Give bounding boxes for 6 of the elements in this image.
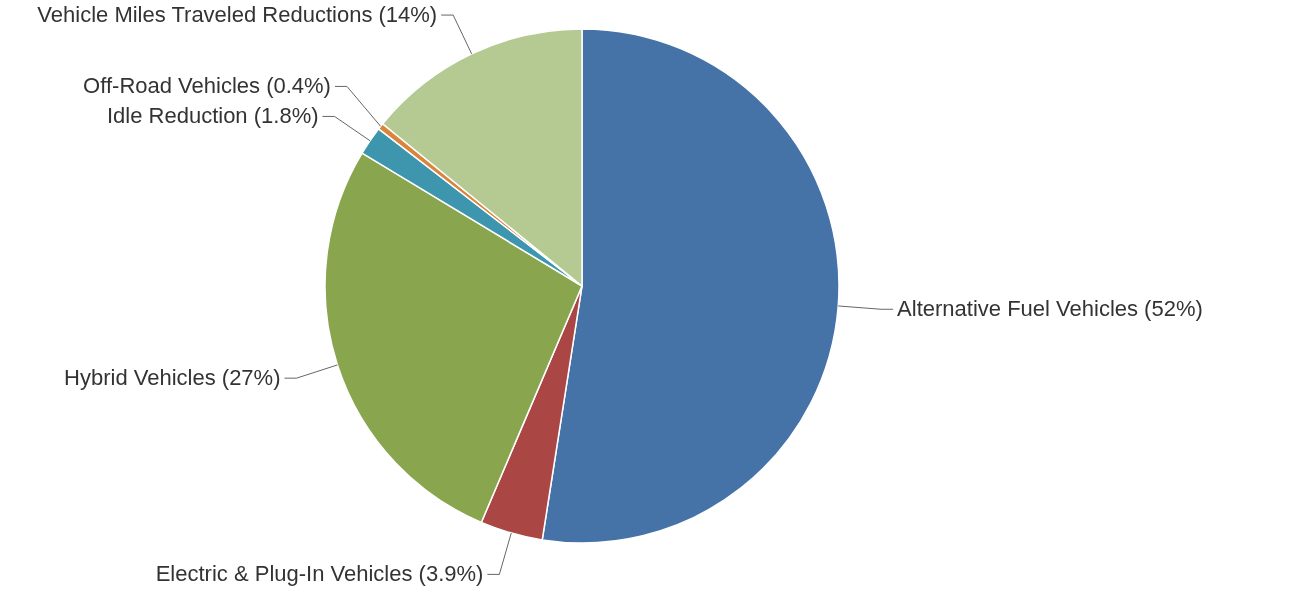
slice-label: Off-Road Vehicles (0.4%): [83, 73, 331, 99]
slice-label: Hybrid Vehicles (27%): [64, 365, 281, 391]
slice-label: Vehicle Miles Traveled Reductions (14%): [37, 2, 438, 28]
slice-label: Alternative Fuel Vehicles (52%): [897, 296, 1203, 322]
slice-label: Electric & Plug-In Vehicles (3.9%): [155, 561, 484, 587]
slice-label: Idle Reduction (1.8%): [106, 103, 319, 129]
